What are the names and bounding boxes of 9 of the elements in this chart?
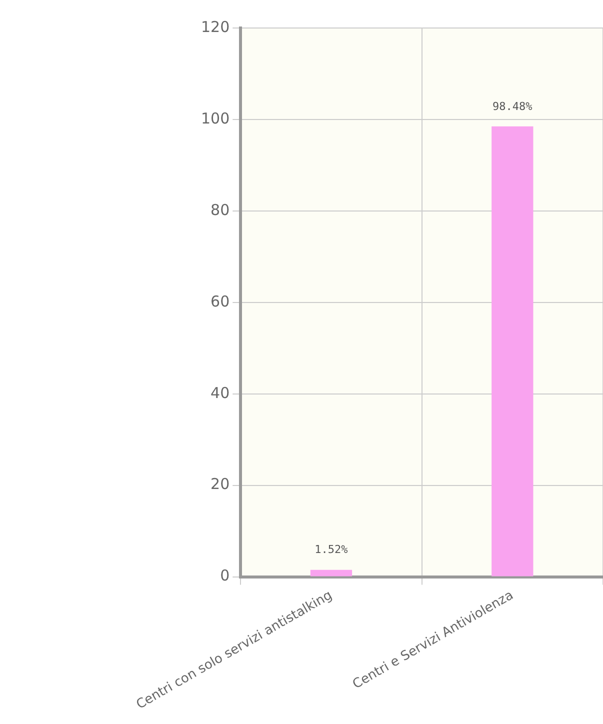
data-label: 1.52% — [314, 543, 348, 556]
y-tick-label: 20 — [210, 475, 230, 494]
y-tick-label: 100 — [200, 109, 230, 128]
y-tick-label: 40 — [210, 384, 230, 402]
y-tick-label: 80 — [210, 200, 230, 219]
y-tick-label: 60 — [210, 292, 230, 310]
y-tick-label: 0 — [220, 566, 230, 585]
y-tick-label: 120 — [200, 18, 230, 36]
data-label: 98.48% — [492, 100, 533, 113]
